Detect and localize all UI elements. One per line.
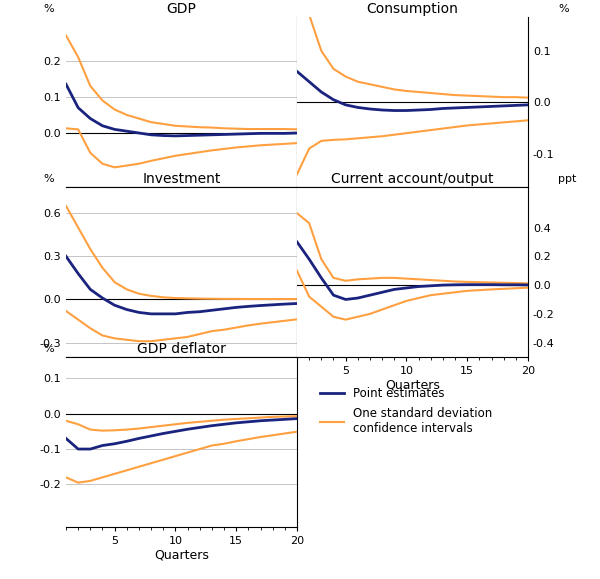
Text: %: % [43,174,53,184]
X-axis label: Quarters: Quarters [385,379,440,392]
Legend: Point estimates, One standard deviation
confidence intervals: Point estimates, One standard deviation … [316,383,497,440]
Title: GDP deflator: GDP deflator [137,342,226,356]
Title: Investment: Investment [142,172,221,186]
X-axis label: Quarters: Quarters [154,549,209,562]
Title: Current account/output: Current account/output [331,172,494,186]
Title: Consumption: Consumption [367,2,458,16]
Text: ppt: ppt [558,174,577,184]
Text: %: % [558,4,569,14]
Text: %: % [43,344,53,354]
Text: %: % [43,4,53,14]
Title: GDP: GDP [167,2,196,16]
